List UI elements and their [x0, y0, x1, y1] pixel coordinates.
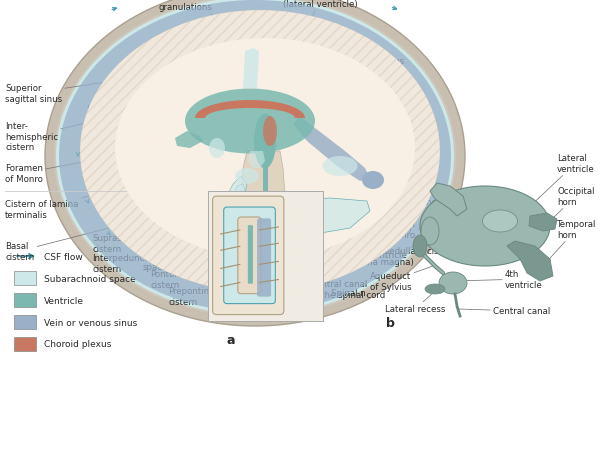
Ellipse shape [421, 217, 439, 245]
Text: Endoneural
space: Endoneural space [266, 247, 380, 267]
Polygon shape [243, 49, 259, 89]
Text: Basal
cistern: Basal cistern [5, 212, 175, 261]
Ellipse shape [439, 272, 467, 295]
Ellipse shape [45, 0, 465, 326]
Text: Subarachnoid
space: Subarachnoid space [143, 252, 236, 271]
Text: Spinal n.: Spinal n. [262, 289, 368, 298]
FancyBboxPatch shape [14, 337, 36, 351]
Polygon shape [239, 235, 287, 321]
FancyBboxPatch shape [238, 217, 261, 294]
Polygon shape [529, 213, 557, 231]
Text: Vertebral
venous plexus: Vertebral venous plexus [273, 214, 393, 233]
Polygon shape [261, 235, 263, 311]
Text: Arachnoid
granulations: Arachnoid granulations [158, 0, 255, 37]
Ellipse shape [413, 235, 427, 258]
Ellipse shape [185, 89, 315, 154]
Text: b: b [386, 316, 394, 329]
Text: Choroid plexus
(lateral ventricle): Choroid plexus (lateral ventricle) [283, 0, 358, 62]
Text: Occipital
horn: Occipital horn [550, 187, 595, 221]
Text: a: a [227, 333, 235, 346]
Text: Suprasellar
cistern: Suprasellar cistern [92, 199, 215, 253]
Text: Frontal horn: Frontal horn [377, 159, 443, 192]
Ellipse shape [420, 187, 550, 267]
Text: Superior
sagittal sinus: Superior sagittal sinus [5, 77, 145, 103]
Ellipse shape [425, 285, 445, 295]
Text: Spinal cord: Spinal cord [153, 222, 248, 231]
Polygon shape [175, 132, 203, 149]
Ellipse shape [209, 139, 225, 159]
Ellipse shape [295, 163, 385, 235]
FancyBboxPatch shape [224, 207, 275, 304]
FancyBboxPatch shape [257, 219, 271, 297]
Ellipse shape [80, 11, 440, 292]
Text: Inter-
hemispheric
cistern: Inter- hemispheric cistern [5, 112, 135, 152]
Polygon shape [195, 101, 305, 119]
Ellipse shape [263, 117, 277, 147]
FancyBboxPatch shape [248, 226, 253, 284]
Ellipse shape [362, 172, 384, 189]
Text: Cerebellomedullary cistern
(cisterna magna): Cerebellomedullary cistern (cisterna mag… [330, 241, 456, 266]
Polygon shape [270, 198, 370, 235]
Ellipse shape [56, 0, 454, 315]
Polygon shape [251, 235, 275, 321]
Polygon shape [263, 165, 268, 202]
Text: Central canal: Central canal [458, 307, 550, 316]
Text: Pontomedullary
cistern: Pontomedullary cistern [150, 231, 238, 289]
Polygon shape [231, 184, 247, 215]
Ellipse shape [323, 156, 358, 177]
Polygon shape [430, 184, 467, 216]
Text: Lateral recess: Lateral recess [385, 291, 445, 314]
Polygon shape [229, 177, 247, 198]
Text: Lateral
ventricle: Lateral ventricle [525, 154, 595, 212]
Polygon shape [507, 241, 553, 281]
Ellipse shape [482, 211, 517, 232]
Text: Foramen
of Monro: Foramen of Monro [5, 142, 195, 183]
FancyBboxPatch shape [14, 315, 36, 329]
Text: Interpeduncular
cistern: Interpeduncular cistern [92, 213, 232, 273]
FancyBboxPatch shape [14, 293, 36, 307]
Text: Vein or venous sinus: Vein or venous sinus [44, 318, 137, 327]
Ellipse shape [54, 0, 456, 318]
Text: Cistern of lamina
terminalis: Cistern of lamina terminalis [5, 170, 185, 219]
Text: Collateral
trigone: Collateral trigone [407, 187, 497, 221]
Text: CSF flow: CSF flow [44, 252, 83, 261]
Ellipse shape [256, 199, 284, 238]
Text: Prepontine
cistern: Prepontine cistern [168, 197, 238, 306]
FancyBboxPatch shape [14, 272, 36, 285]
Text: Aqueduct
of Sylvius: Aqueduct of Sylvius [370, 267, 433, 291]
Polygon shape [293, 117, 370, 182]
Text: Temporal
horn: Temporal horn [540, 220, 596, 269]
FancyBboxPatch shape [208, 192, 323, 321]
Text: Subarachnoid space: Subarachnoid space [44, 274, 136, 283]
Text: 3rd
ventricle: 3rd ventricle [370, 240, 422, 259]
FancyBboxPatch shape [212, 197, 284, 315]
Text: Ventricle: Ventricle [44, 296, 84, 305]
Text: 4th
ventricle: 4th ventricle [455, 270, 543, 289]
Ellipse shape [115, 39, 415, 258]
Ellipse shape [235, 169, 259, 184]
Text: Choroid plexus
(3rd ventricle): Choroid plexus (3rd ventricle) [290, 57, 404, 122]
Text: Choroid plexus
(4th ventricle): Choroid plexus (4th ventricle) [295, 214, 414, 233]
Text: Straight sinus: Straight sinus [340, 99, 410, 147]
Text: Aqueduct
of Sylvius: Aqueduct of Sylvius [270, 124, 392, 184]
Ellipse shape [59, 1, 451, 312]
Text: Choroid plexus: Choroid plexus [44, 340, 112, 349]
Polygon shape [241, 152, 285, 235]
Ellipse shape [254, 114, 276, 169]
Polygon shape [258, 205, 282, 219]
Text: Central canal
of the spinal cord: Central canal of the spinal cord [280, 257, 385, 299]
Polygon shape [248, 152, 265, 169]
Text: Confluence
of the sinuses: Confluence of the sinuses [350, 154, 410, 179]
Text: Vermian cistern: Vermian cistern [330, 189, 418, 198]
Text: Foramen
of Munro: Foramen of Munro [377, 220, 433, 239]
